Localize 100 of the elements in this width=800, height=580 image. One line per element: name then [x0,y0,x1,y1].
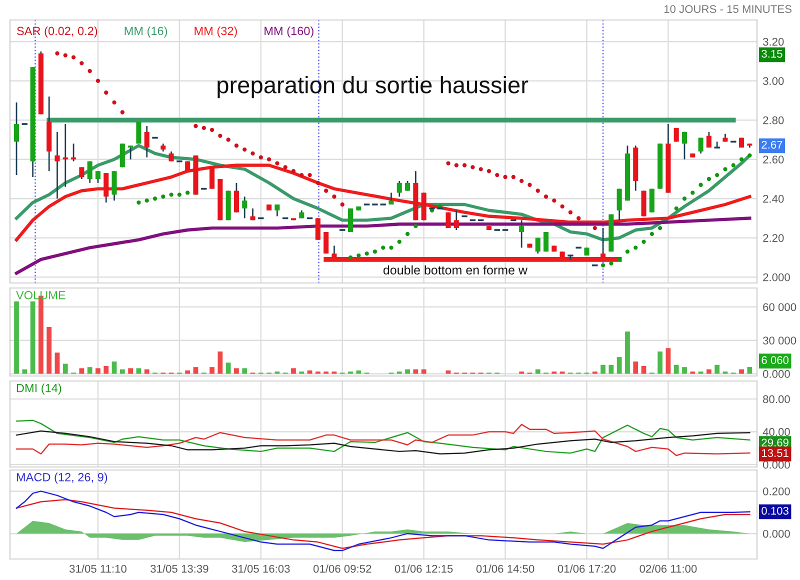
bar [405,369,410,374]
bar [14,301,19,374]
point [470,165,475,170]
point [161,194,166,199]
candlestick [14,102,20,176]
candlestick [396,180,402,198]
bar [218,351,223,374]
point [544,194,548,199]
point [462,163,467,168]
y-tick-label: 2.40 [763,194,784,203]
point [414,224,418,228]
candlestick [210,166,215,190]
bar [54,352,60,374]
bar [641,366,646,374]
point [617,257,622,262]
point [552,198,556,203]
bar [128,368,134,374]
bar [104,366,109,374]
bar [674,364,679,374]
candlestick [682,131,688,160]
bar [62,364,68,374]
chart-title: MACD (12, 26, 9) [16,472,108,484]
point [511,174,516,180]
point [186,190,190,195]
point [495,172,500,178]
annotation: preparation du sortie haussier [218,76,528,98]
candlestick [535,237,540,254]
point [658,226,662,230]
candlestick [104,172,109,204]
x-tick-label: 31/05 16:03 [232,564,290,573]
point [650,232,654,236]
candlestick [348,208,354,233]
x-tick-label: 02/06 11:00 [640,564,697,573]
point [55,51,60,56]
bar [356,370,362,374]
line-series [14,216,752,275]
point [381,246,386,250]
point [71,55,76,60]
candlestick [616,188,622,221]
bar [682,367,687,374]
point [397,240,402,244]
y-tick-label: 2.60 [763,156,784,164]
line-series [16,499,750,550]
text: 3.15 [762,50,782,58]
point [218,134,222,138]
point [405,232,410,236]
point [446,161,450,166]
point [63,53,68,58]
bar [625,331,630,374]
bar [706,369,712,374]
text: 2.67 [762,140,782,149]
y-tick-label: 30 000 [762,336,796,344]
bar [633,362,638,374]
candlestick [144,125,150,158]
point [136,200,141,205]
y-tick-label: 0.000 [762,370,790,378]
candlestick [71,142,76,162]
point [96,78,100,83]
text: 0.103 [762,506,788,515]
bar [616,357,622,374]
point [454,163,458,168]
bar [96,368,100,374]
chart-subtitle: 10 JOURS - 15 MINUTES [664,5,792,13]
point [88,68,92,74]
bar [421,369,426,374]
bar [666,348,671,374]
point [748,153,752,158]
point [609,261,614,266]
line-series [16,430,750,455]
point [300,172,304,178]
text: 29.69 [762,438,788,447]
candlestick [388,192,394,206]
point [698,182,703,187]
text: MM (16) [124,26,168,38]
point [634,246,638,250]
bar [144,369,150,374]
y-tick-label: 60 000 [763,303,796,312]
y-tick-label: 2.80 [763,116,784,124]
point [674,206,678,210]
text: 6 060 [762,356,789,364]
bar [242,368,248,374]
point [642,240,646,244]
point [503,174,508,180]
point [715,172,720,178]
bar [120,369,125,374]
point [389,246,394,250]
point [519,178,524,184]
point [340,202,344,207]
bar [600,364,606,374]
point [283,165,288,170]
candlestick [95,170,101,184]
y-tick-label: 40.00 [762,428,790,436]
bar [307,370,312,374]
point [210,128,214,132]
y-tick-label: 0.000 [762,530,790,538]
x-tick-label: 01/06 09:52 [313,564,372,573]
candlestick [242,196,248,219]
bar [193,367,198,374]
bar [446,370,451,374]
bar [413,369,418,374]
